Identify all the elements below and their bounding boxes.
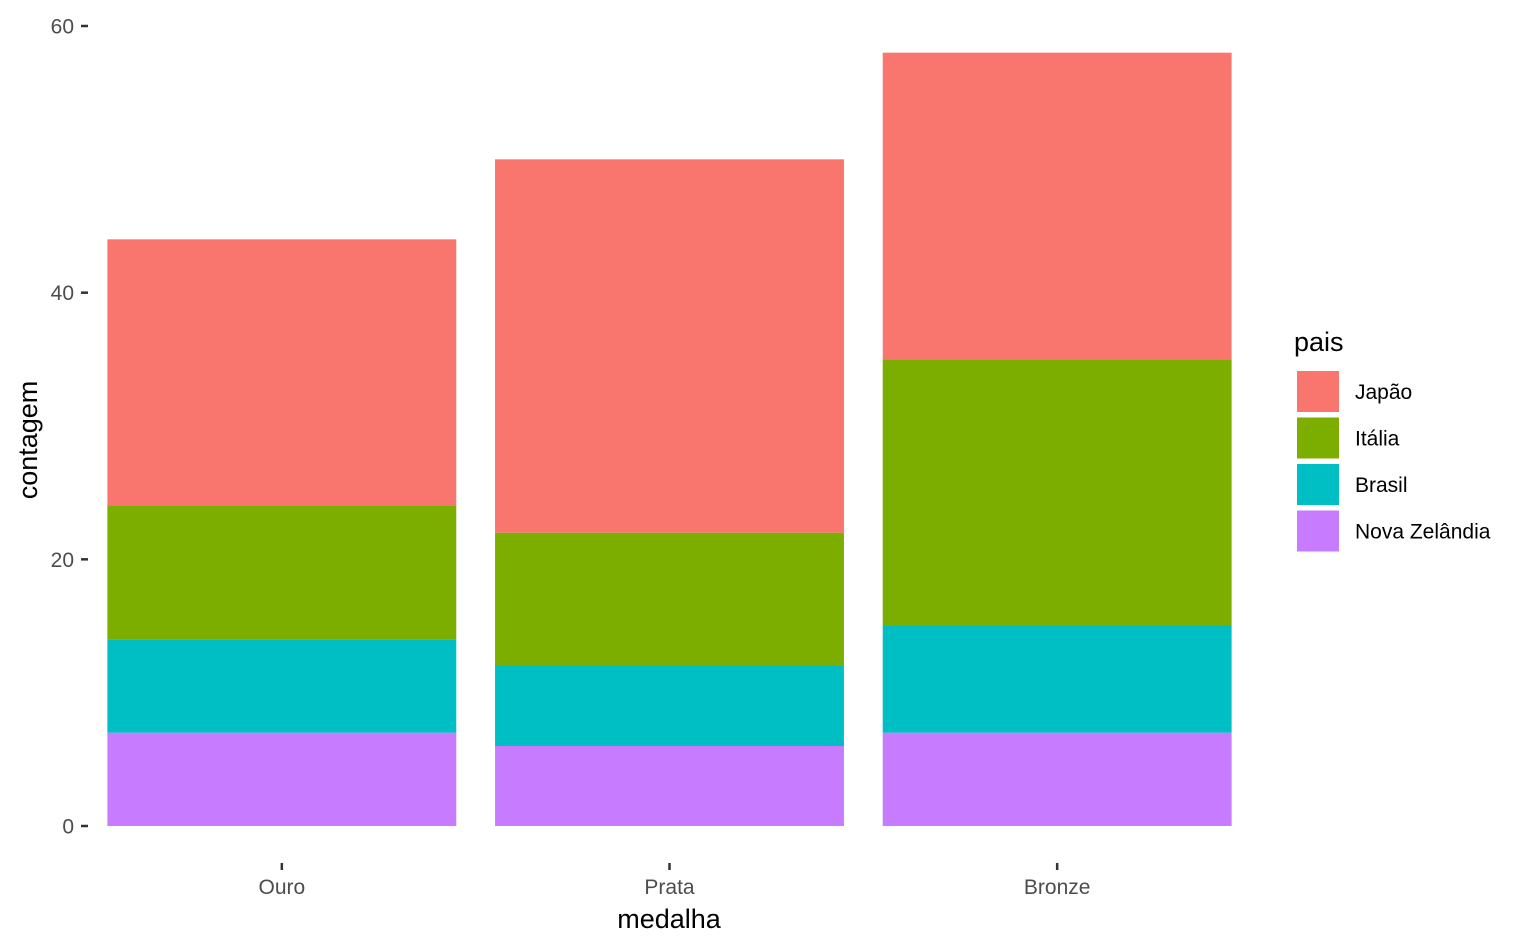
legend-label: Brasil [1355, 474, 1408, 497]
legend-swatch [1297, 464, 1339, 505]
bar-prata-brasil [495, 666, 844, 746]
y-tick-label: 60 [51, 16, 74, 39]
bar-prata-japao [495, 159, 844, 533]
bar-ouro-italia [107, 506, 457, 640]
x-tick-label: Ouro [258, 876, 305, 899]
bar-ouro-brasil [107, 639, 457, 733]
y-axis: 0 20 40 60 [51, 16, 88, 839]
bar-bronze-italia [882, 359, 1232, 626]
x-axis: Ouro Prata Bronze [258, 863, 1090, 899]
y-axis-title: contagem [13, 381, 43, 500]
legend-title: pais [1294, 327, 1344, 357]
legend-swatch [1297, 510, 1339, 552]
bar-bronze-nova-zelandia [882, 732, 1232, 826]
y-tick-label: 0 [62, 816, 74, 839]
bar-prata-nova-zelandia [495, 746, 844, 826]
x-axis-title: medalha [617, 904, 722, 934]
bar-ouro-nova-zelandia [107, 732, 457, 826]
legend-items: Japão Itália Brasil Nova Zelândia [1297, 371, 1491, 552]
bar-ouro-japao [107, 239, 457, 506]
legend-label: Nova Zelândia [1355, 521, 1491, 544]
legend-swatch [1297, 417, 1339, 459]
bar-bronze-japao [882, 52, 1232, 360]
bar-prata-italia [495, 532, 844, 666]
legend-swatch [1297, 371, 1339, 412]
x-tick-label: Prata [644, 876, 695, 899]
legend-label: Itália [1355, 428, 1400, 451]
legend: pais Japão Itália Brasil Nova Zelândia [1294, 327, 1491, 552]
bar-bronze-brasil [882, 626, 1232, 733]
y-tick-label: 40 [51, 282, 74, 305]
x-tick-label: Bronze [1024, 876, 1091, 899]
plot-area [107, 52, 1232, 826]
legend-label: Japão [1355, 381, 1412, 404]
y-tick-label: 20 [51, 549, 74, 572]
